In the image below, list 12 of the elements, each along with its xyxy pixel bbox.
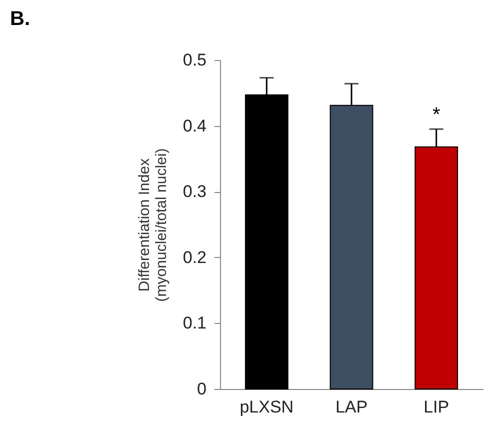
x-tick-label: LAP (335, 398, 368, 416)
x-tick-label: LIP (424, 398, 450, 416)
text: B. (10, 8, 30, 30)
y-tick-label: 0.4 (182, 116, 206, 136)
y-tick-label: 0.5 (182, 50, 206, 70)
y-tick-label: 0 (197, 380, 206, 398)
y-tick-label: 0.3 (182, 182, 206, 202)
y-axis-title: Differentiation Index (myonuclei/total nuclei) (136, 148, 170, 302)
y-tick-label: 0.1 (182, 314, 206, 333)
x-tick-label: pLXSN (240, 398, 294, 416)
y-tick-label: 0.2 (182, 248, 206, 267)
annotation: * (432, 104, 440, 126)
